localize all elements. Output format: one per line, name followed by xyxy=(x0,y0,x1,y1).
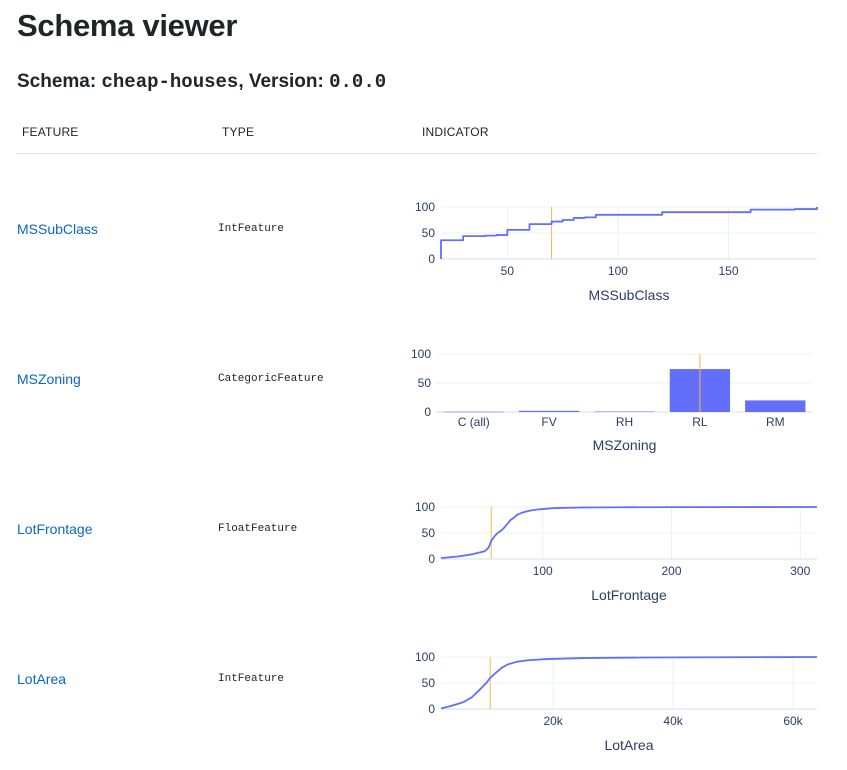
x-tick-label: 100 xyxy=(608,264,628,278)
x-tick-label: 100 xyxy=(533,564,553,578)
page-title: Schema viewer xyxy=(17,8,238,43)
x-tick-label: 50 xyxy=(501,264,515,278)
x-tick-label: 20k xyxy=(543,714,563,728)
series-line xyxy=(440,656,818,710)
x-axis-title: MSZoning xyxy=(593,437,657,453)
y-tick-label: 0 xyxy=(424,405,431,419)
schema-version: 0.0.0 xyxy=(329,71,387,93)
y-tick-label: 100 xyxy=(411,347,431,361)
series-line xyxy=(440,207,818,259)
x-tick-label: C (all) xyxy=(458,415,490,429)
y-tick-label: 50 xyxy=(422,226,436,240)
feature-type: FloatFeature xyxy=(218,523,298,535)
y-tick-label: 0 xyxy=(428,552,435,566)
feature-link-mszoning[interactable]: MSZoning xyxy=(17,371,81,387)
x-tick-label: RM xyxy=(766,415,785,429)
column-header-type: TYPE xyxy=(222,125,255,139)
table-row: MSZoning CategoricFeature 0 50 100 C (all) F… xyxy=(0,304,847,454)
feature-type: CategoricFeature xyxy=(218,373,324,385)
bar xyxy=(518,410,580,412)
y-tick-label: 0 xyxy=(428,702,435,716)
x-tick-label: 150 xyxy=(719,264,739,278)
version-label: , Version: xyxy=(238,71,330,92)
x-axis-title: LotArea xyxy=(604,737,653,753)
series-line xyxy=(440,506,818,559)
x-tick-label: 200 xyxy=(661,564,681,578)
x-tick-label: 300 xyxy=(790,564,810,578)
y-tick-label: 50 xyxy=(422,676,436,690)
feature-link-lotarea[interactable]: LotArea xyxy=(17,671,67,687)
x-axis-title: MSSubClass xyxy=(589,287,670,303)
indicator-chart-lotarea: 0 50 100 20k 40k 60k LotArea xyxy=(415,650,818,753)
y-tick-label: 100 xyxy=(415,500,435,514)
feature-link-lotfrontage[interactable]: LotFrontage xyxy=(17,521,93,537)
bar xyxy=(594,411,655,413)
y-tick-label: 100 xyxy=(415,650,435,664)
x-tick-label: 60k xyxy=(783,714,803,728)
table-row: LotArea IntFeature 0 50 100 20k 40k 60k LotAre… xyxy=(0,604,847,754)
x-tick-label: RL xyxy=(692,415,708,429)
y-tick-label: 0 xyxy=(428,252,435,266)
x-tick-label: 40k xyxy=(663,714,683,728)
schema-name: cheap-houses xyxy=(101,71,239,93)
feature-link-mssubclass[interactable]: MSSubClass xyxy=(17,221,98,237)
table-row: MSSubClass IntFeature 0 50 100 50 100 150 MSSu… xyxy=(0,154,847,304)
x-tick-label: FV xyxy=(541,415,556,429)
y-tick-label: 50 xyxy=(418,376,432,390)
bar xyxy=(443,411,504,413)
table-row: LotFrontage FloatFeature 0 50 100 100 200 300… xyxy=(0,454,847,604)
indicator-chart-lotfrontage: 0 50 100 100 200 300 LotFrontage xyxy=(415,500,818,603)
header-divider xyxy=(17,153,817,154)
indicator-chart-mssubclass: 0 50 100 50 100 150 MSSubClass xyxy=(415,200,818,303)
bar xyxy=(745,400,806,412)
column-header-indicator: INDICATOR xyxy=(422,125,489,139)
y-tick-label: 50 xyxy=(422,526,436,540)
x-tick-label: RH xyxy=(616,415,633,429)
y-tick-label: 100 xyxy=(415,200,435,214)
feature-type: IntFeature xyxy=(218,673,285,685)
x-axis-title: LotFrontage xyxy=(591,587,667,603)
feature-type: IntFeature xyxy=(218,223,285,235)
indicator-chart-mszoning: 0 50 100 C (all) FV RH RL RM MSZoning xyxy=(411,347,813,453)
schema-heading: Schema: cheap-houses, Version: 0.0.0 xyxy=(17,68,386,96)
schema-label: Schema: xyxy=(17,71,102,92)
column-header-feature: FEATURE xyxy=(22,125,79,139)
